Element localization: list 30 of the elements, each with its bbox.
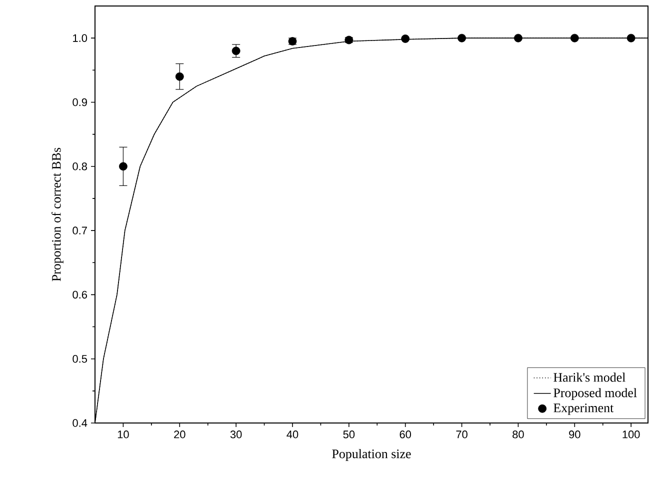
legend-label: Experiment [554,404,614,415]
x-tick-label: 40 [286,430,298,438]
x-tick-label: 10 [118,430,129,438]
y-tick-label: 0.9 [72,98,87,106]
x-tick-label: 50 [343,430,355,438]
point [119,162,128,171]
point [458,34,466,42]
y-axis-title: Proportion of correct BBs [52,148,64,282]
legend-label: Proposed model [554,388,637,400]
point [514,34,522,42]
x-tick-label: 60 [400,430,412,438]
x-tick-label: 80 [512,430,524,438]
point [232,46,240,56]
legend-label: Harik's model [554,372,626,382]
y-tick-label: 0.6 [72,290,87,299]
point [175,72,184,81]
y-tick-label: 0.8 [72,162,87,170]
point [626,34,636,42]
y-tick-label: 0.5 [72,354,88,363]
x-tick-label: 90 [569,430,580,438]
x-tick-label: 30 [230,430,242,438]
y-tick-label: 1.0 [73,34,88,42]
y-tick-label: 0.4 [72,419,88,427]
point [401,34,410,43]
x-tick-label: 20 [174,430,186,438]
y-tick-label: 0.7 [72,226,87,234]
x-tick-label: 70 [456,430,468,438]
point [570,34,579,42]
x-tick-label: 100 [622,430,640,438]
x-axis-title: Population size [332,449,411,461]
